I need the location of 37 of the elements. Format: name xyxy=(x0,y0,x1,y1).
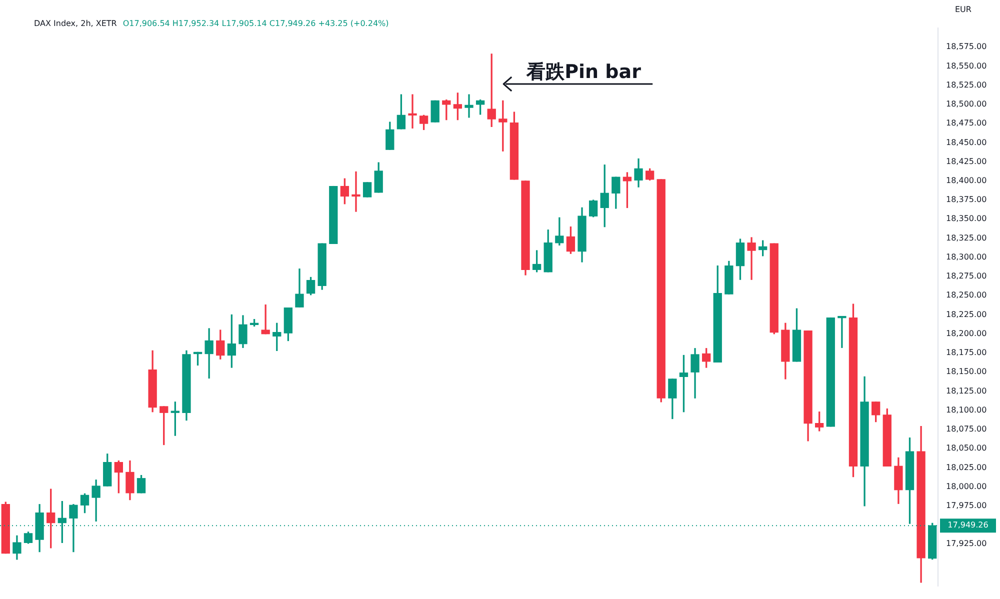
y-tick-label: 18,475.00 xyxy=(946,118,987,128)
y-axis-title: EUR xyxy=(955,5,972,14)
y-tick-label: 18,100.00 xyxy=(946,405,987,414)
y-tick-label: 18,000.00 xyxy=(946,482,987,491)
y-tick-label: 18,075.00 xyxy=(946,424,987,434)
y-tick-label: 18,275.00 xyxy=(946,272,987,281)
candlestick xyxy=(352,171,360,212)
y-tick-label: 18,575.00 xyxy=(946,42,987,52)
y-tick-label: 18,250.00 xyxy=(946,290,987,300)
y-tick-label: 18,450.00 xyxy=(946,138,987,147)
y-tick-label: 18,375.00 xyxy=(946,195,987,204)
annotation: 看跌Pin bar xyxy=(526,61,642,83)
y-tick-label: 18,225.00 xyxy=(946,310,987,319)
candlestick xyxy=(747,237,756,280)
y-tick-label: 18,350.00 xyxy=(946,214,987,224)
y-tick-label: 18,300.00 xyxy=(946,252,987,262)
y-tick-label: 18,125.00 xyxy=(946,386,987,396)
candlestick xyxy=(838,316,846,348)
candlestick xyxy=(408,94,417,128)
candlestick xyxy=(464,94,474,118)
y-tick-label: 18,175.00 xyxy=(946,348,987,358)
chart-title: DAX Index, 2h, XETR xyxy=(34,19,117,28)
chart-subtitle: O17,906.54 H17,952.34 L17,905.14 C17,949.26 +43.25 (+0.24%) xyxy=(122,19,389,28)
y-tick-label: 17,925.00 xyxy=(946,539,987,548)
y-tick-label: 18,550.00 xyxy=(946,61,987,70)
y-tick-label: 18,025.00 xyxy=(946,462,987,472)
ref-line-label: 17,949.26 xyxy=(948,520,988,530)
y-tick-label: 18,325.00 xyxy=(946,233,987,242)
y-tick-label: 18,400.00 xyxy=(946,176,987,186)
y-tick-label: 18,150.00 xyxy=(946,367,987,376)
y-tick-label: 18,425.00 xyxy=(946,156,987,166)
y-tick-label: 18,500.00 xyxy=(946,100,987,109)
y-tick-label: 18,200.00 xyxy=(946,328,987,338)
y-tick-label: 17,975.00 xyxy=(946,500,987,510)
y-tick-label: 18,050.00 xyxy=(946,444,987,453)
y-tick-label: 18,525.00 xyxy=(946,80,987,90)
candlestick xyxy=(261,304,270,334)
